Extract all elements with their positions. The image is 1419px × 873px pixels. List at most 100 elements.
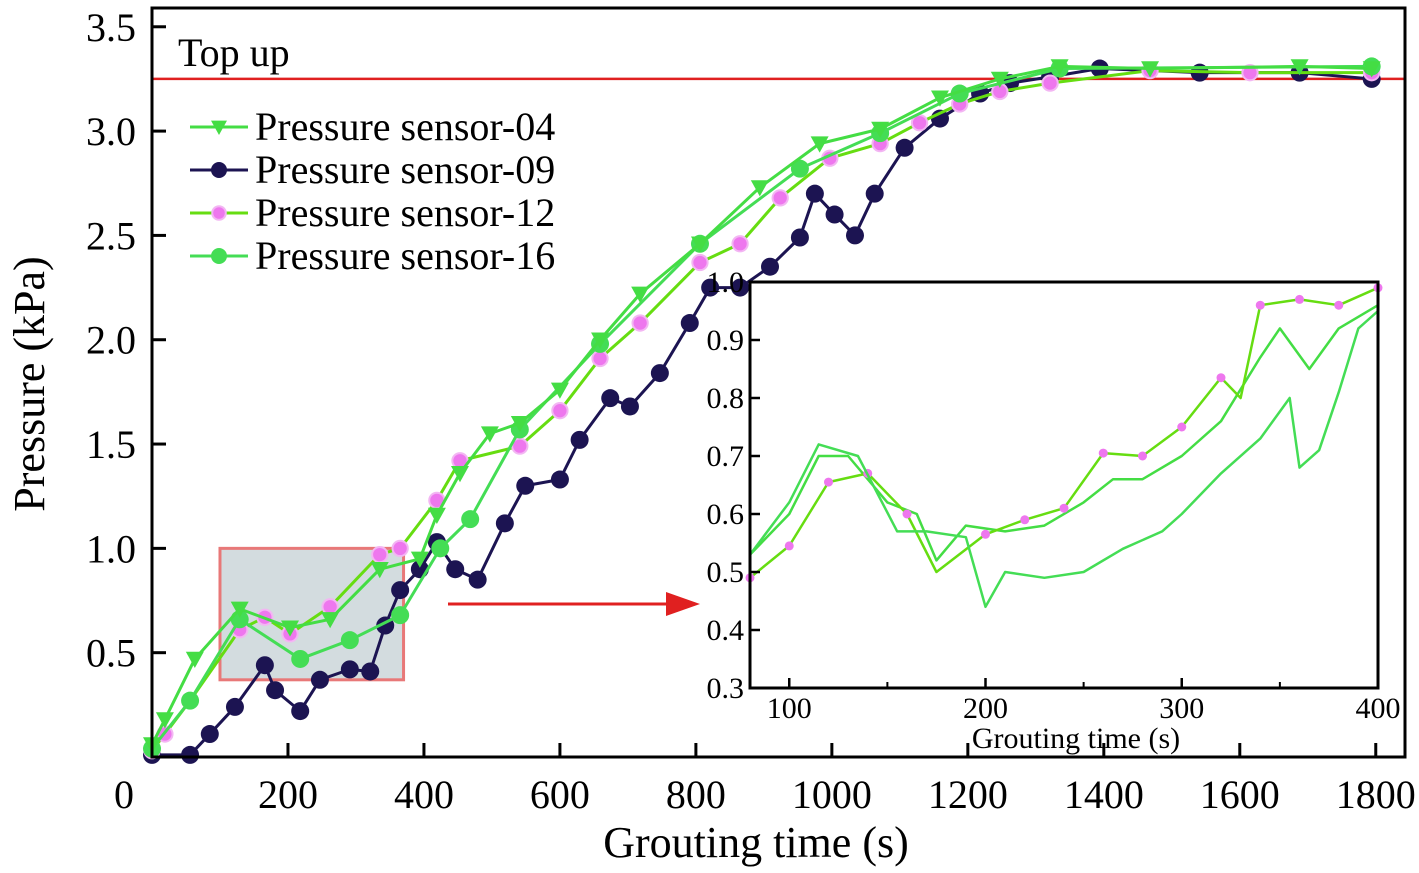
- data-point: [291, 702, 310, 721]
- series-line: [150, 64, 1372, 750]
- data-point: [461, 510, 480, 529]
- x-tick-label: 400: [394, 772, 454, 817]
- data-point: [410, 551, 429, 568]
- inset-data-point: [784, 541, 794, 551]
- data-point: [601, 389, 620, 408]
- y-tick-label: 1.0: [86, 526, 136, 571]
- data-point: [431, 539, 450, 558]
- data-point: [691, 253, 709, 272]
- data-point: [516, 476, 535, 495]
- data-point: [631, 286, 650, 303]
- inset-plot: 100 200 300 400 0.3 0.4 0.5 0.6 0.7 0.8 0.9 1.0: [707, 266, 1401, 725]
- data-point: [480, 426, 499, 443]
- data-point: [650, 364, 669, 383]
- x-tick-label: 800: [666, 772, 726, 817]
- data-point: [255, 656, 274, 675]
- x-tick-label: 1000: [792, 772, 872, 817]
- legend-label: Pressure sensor-04: [255, 104, 555, 149]
- x-tick-label: 600: [530, 772, 590, 817]
- inset-data-point: [1020, 515, 1030, 525]
- data-point: [790, 159, 809, 178]
- inset-series-pressure-sensor-12: [745, 283, 1383, 583]
- inset-y-tick-label: 0.3: [707, 672, 745, 705]
- x-tick-label: 1800: [1336, 772, 1416, 817]
- inset-data-point: [824, 477, 833, 487]
- data-point: [230, 601, 249, 618]
- data-point: [266, 681, 285, 700]
- y-tick-label: 2.5: [86, 213, 136, 258]
- data-point: [181, 745, 200, 764]
- inset-series-line: [749, 310, 1379, 609]
- data-point: [468, 570, 487, 589]
- data-point: [181, 691, 200, 710]
- x-tick-label: 200: [258, 772, 318, 817]
- x-tick-label: 0: [114, 772, 134, 817]
- data-point: [495, 514, 514, 533]
- data-point: [391, 539, 409, 558]
- data-point: [591, 349, 609, 368]
- data-point: [1362, 61, 1381, 78]
- data-point: [340, 660, 359, 679]
- data-point: [1041, 74, 1059, 92]
- data-point: [865, 184, 884, 203]
- data-point: [391, 606, 410, 625]
- data-point: [340, 631, 359, 650]
- data-point: [761, 257, 780, 276]
- zoom-arrow: [448, 592, 700, 616]
- inset-y-tick-label: 0.8: [707, 382, 745, 415]
- data-point: [1241, 64, 1259, 82]
- data-point: [391, 581, 410, 600]
- data-point: [371, 545, 389, 564]
- data-point: [550, 382, 569, 399]
- inset-x-tick-label: 400: [1356, 692, 1401, 725]
- inset-y-tick-label: 0.5: [707, 556, 745, 589]
- inset-x-tick-label: 100: [767, 692, 812, 725]
- inset-y-tick-label: 0.6: [707, 498, 745, 531]
- legend-marker-icon: [211, 205, 227, 221]
- data-point: [185, 651, 204, 668]
- data-point: [155, 712, 174, 729]
- data-point: [631, 314, 649, 332]
- inset-x-axis-title: Grouting time (s): [972, 722, 1180, 755]
- inset-background: [750, 282, 1378, 688]
- legend-label: Pressure sensor-16: [255, 233, 555, 278]
- inset-x-tick-label: 200: [963, 692, 1008, 725]
- data-point: [701, 278, 720, 297]
- legend-label: Pressure sensor-09: [255, 147, 555, 192]
- y-tick-label: 3.5: [86, 5, 136, 50]
- inset-data-point: [1216, 373, 1226, 383]
- y-tick-label: 1.5: [86, 422, 136, 467]
- data-point: [731, 235, 749, 253]
- main-plot-frame: [150, 6, 1407, 759]
- data-point: [990, 71, 1009, 88]
- data-point: [570, 430, 589, 449]
- legend-item: Pressure sensor-16: [190, 233, 555, 278]
- inset-data-point: [1059, 503, 1069, 513]
- inset-data-point: [902, 509, 912, 519]
- x-tick-label: 1400: [1064, 772, 1144, 817]
- main-axes: 0 200 400 600 800 1000 1200 1400 1600 1800 0.5 1.0 1…: [86, 5, 1416, 817]
- legend-marker-icon: [211, 120, 227, 135]
- data-point: [620, 397, 639, 416]
- inset-data-point: [1295, 294, 1304, 304]
- y-tick-label: 3.0: [86, 109, 136, 154]
- inset-y-tick-label: 0.7: [707, 440, 745, 473]
- data-point: [810, 136, 829, 153]
- y-tick-label: 2.0: [86, 318, 136, 363]
- x-tick-label: 1600: [1200, 772, 1280, 817]
- data-point: [845, 226, 864, 245]
- data-point: [361, 662, 380, 681]
- data-point: [1050, 59, 1069, 76]
- legend-item: Pressure sensor-09: [190, 147, 555, 192]
- arrow-head-icon: [666, 592, 700, 616]
- data-point: [731, 278, 750, 297]
- data-point: [321, 612, 340, 629]
- data-point: [550, 470, 569, 489]
- x-axis-title: Grouting time (s): [603, 818, 909, 867]
- inset-data-point: [981, 529, 990, 539]
- data-point: [690, 236, 709, 253]
- inset-series-line: [749, 286, 1379, 579]
- legend-marker-icon: [211, 248, 227, 264]
- x-tick-label: 1200: [928, 772, 1008, 817]
